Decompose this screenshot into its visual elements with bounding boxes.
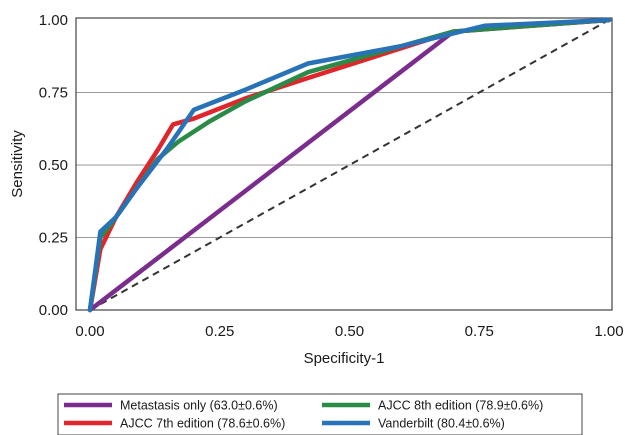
reference-diagonal-line: [89, 19, 610, 311]
y-tick-label: 0.00: [39, 302, 68, 319]
legend-label-3: Vanderbilt (80.4±0.6%): [378, 417, 505, 431]
legend: Metastasis only (63.0±0.6%) AJCC 7th edit…: [64, 399, 543, 431]
x-tick-label: 0.25: [205, 323, 234, 340]
gridlines: [76, 92, 612, 238]
legend-label-1: AJCC 7th edition (78.6±0.6%): [120, 417, 285, 431]
series-layer: [87, 17, 612, 313]
legend-label-0: Metastasis only (63.0±0.6%): [120, 399, 278, 413]
x-tick-label: 0.75: [465, 323, 494, 340]
y-tick-label: 0.25: [39, 230, 68, 247]
x-tick-label: 0.00: [75, 323, 104, 340]
y-axis-title: Sensitivity: [9, 130, 26, 198]
x-tick-label: 1.00: [594, 323, 623, 340]
x-tick-label: 0.50: [335, 323, 364, 340]
legend-label-2: AJCC 8th edition (78.9±0.6%): [378, 399, 543, 413]
plot-area-border: [75, 17, 613, 311]
x-axis-title: Specificity-1: [304, 350, 385, 367]
legend-box: [57, 393, 583, 435]
reference-line-layer: [89, 19, 610, 311]
y-tick-label: 1.00: [39, 12, 68, 29]
y-tick-label: 0.75: [39, 85, 68, 102]
y-tick-label: 0.50: [39, 157, 68, 174]
x-axis-ticks: 0.00 0.25 0.50 0.75 1.00: [75, 323, 623, 340]
series-line-3: [87, 17, 612, 313]
y-axis-ticks: 0.00 0.25 0.50 0.75 1.00: [39, 12, 68, 319]
